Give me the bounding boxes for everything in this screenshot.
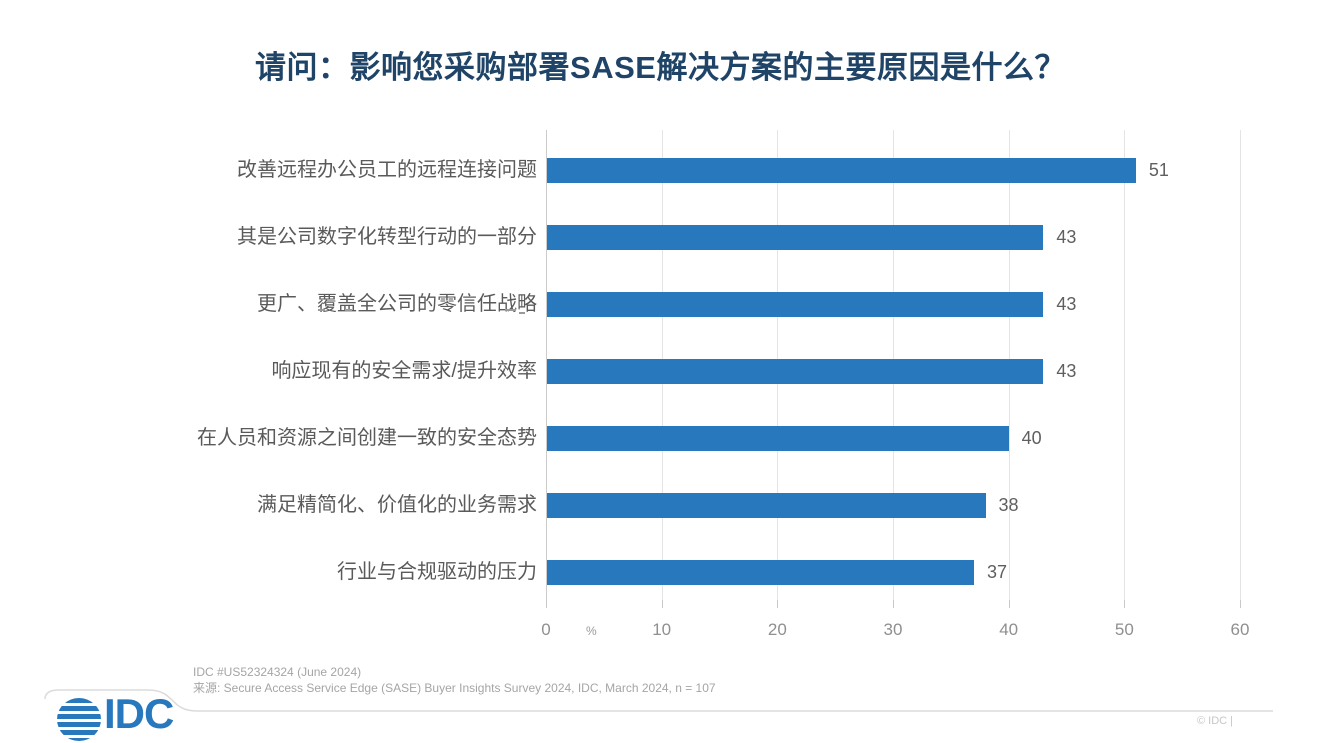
x-tick-mark-20 bbox=[777, 600, 779, 608]
bar bbox=[547, 292, 1044, 317]
clipped-text-fragment-1 bbox=[345, 309, 352, 311]
category-label: 行业与合规驱动的压力 bbox=[337, 561, 537, 583]
bar bbox=[547, 225, 1044, 250]
idc-globe-icon bbox=[57, 698, 101, 741]
footer-source: 来源: Secure Access Service Edge (SASE) Bu… bbox=[193, 680, 716, 695]
category-label: 其是公司数字化转型行动的一部分 bbox=[237, 226, 537, 248]
category-label: 响应现有的安全需求/提升效率 bbox=[271, 360, 537, 382]
x-tick-mark-60 bbox=[1240, 600, 1241, 608]
value-label: 43 bbox=[1056, 227, 1077, 247]
category-label: 更广、覆盖全公司的零信任战略 bbox=[257, 293, 537, 315]
value-label: 38 bbox=[998, 495, 1019, 515]
bar bbox=[547, 359, 1044, 384]
bar bbox=[547, 158, 1136, 183]
x-tick-label-10: 10 bbox=[652, 620, 672, 639]
category-label: 改善远程办公员工的远程连接问题 bbox=[237, 159, 537, 181]
value-label: 43 bbox=[1056, 294, 1077, 314]
clipped-text-fragment-3 bbox=[519, 312, 525, 314]
copyright-text: © IDC | bbox=[1196, 715, 1234, 727]
bar bbox=[547, 560, 974, 585]
clipped-text-fragment-0 bbox=[318, 309, 325, 311]
x-tick-label-60: 60 bbox=[1230, 620, 1250, 639]
footer-doc-id: IDC #US52324324 (June 2024) bbox=[193, 665, 362, 679]
value-label: 37 bbox=[986, 562, 1007, 582]
x-tick-mark-50 bbox=[1124, 600, 1126, 608]
chart-title: 请问：影响您采购部署SASE解决方案的主要原因是什么？ bbox=[255, 50, 1066, 85]
bar bbox=[547, 493, 986, 518]
value-label: 40 bbox=[1021, 428, 1042, 448]
category-label: 满足精简化、价值化的业务需求 bbox=[257, 494, 537, 516]
gridline-50 bbox=[1124, 130, 1126, 600]
x-tick-mark-40 bbox=[1008, 600, 1010, 608]
x-tick-label-20: 20 bbox=[767, 620, 787, 639]
value-label: 43 bbox=[1056, 361, 1077, 381]
idc-logo: IDC bbox=[55, 690, 174, 743]
x-tick-mark-30 bbox=[893, 600, 894, 608]
category-label: 在人员和资源之间创建一致的安全态势 bbox=[197, 427, 537, 449]
value-label: 51 bbox=[1148, 160, 1169, 180]
x-tick-mark-0 bbox=[546, 600, 547, 608]
x-axis-unit-label: % bbox=[586, 624, 597, 638]
idc-logo-text: IDC bbox=[104, 690, 174, 737]
x-tick-label-50: 50 bbox=[1114, 620, 1134, 639]
bar bbox=[547, 426, 1009, 451]
footer-note: IDC #US52324324 (June 2024) 来源: Secure A… bbox=[193, 665, 716, 696]
x-tick-label-40: 40 bbox=[999, 620, 1019, 639]
gridline-60 bbox=[1240, 130, 1241, 600]
x-tick-mark-10 bbox=[661, 600, 663, 608]
gridline-0 bbox=[546, 130, 547, 600]
x-tick-label-0: 0 bbox=[541, 620, 551, 639]
x-tick-label-30: 30 bbox=[883, 620, 903, 639]
clipped-text-fragment-2 bbox=[505, 309, 516, 311]
